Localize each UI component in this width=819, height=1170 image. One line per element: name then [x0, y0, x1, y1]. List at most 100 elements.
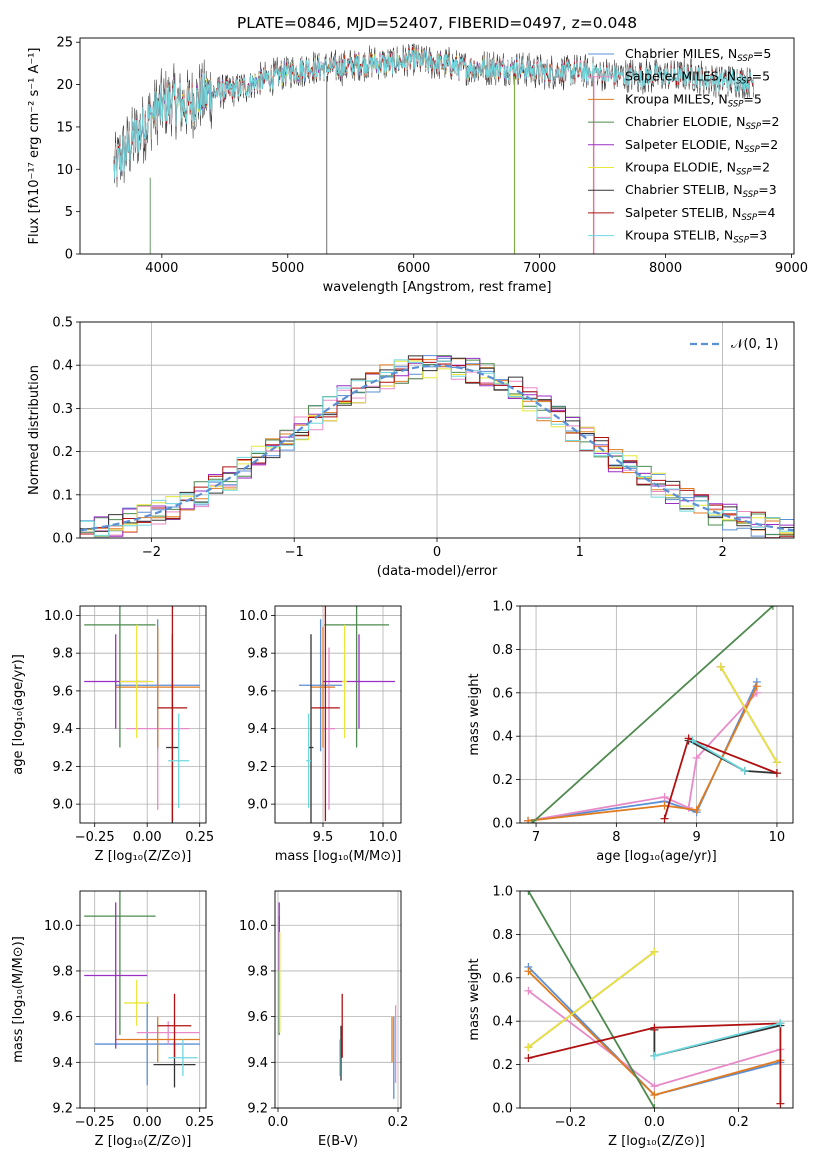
y-tick-label: 10.0	[44, 609, 73, 624]
y-tick-label: 0	[65, 248, 73, 263]
errorbar-salpeter_stelib	[157, 993, 192, 1058]
y-tick-label: 9.8	[247, 647, 268, 662]
y-tick-label: 0.0	[492, 1102, 513, 1117]
y-tick-label: 9.0	[52, 798, 73, 813]
y-tick-label: 9.6	[247, 1010, 268, 1025]
x-axis-label: wavelength [Angstrom, rest frame]	[323, 280, 552, 295]
errorbar-chabrier_stelib	[308, 634, 314, 823]
weight-marker	[524, 816, 533, 823]
spectrum-lines	[113, 43, 755, 254]
weight-marker	[772, 758, 781, 767]
errorbar-chabrier_miles	[94, 1002, 200, 1086]
y-tick-label: 9.8	[52, 964, 73, 979]
y-tick-label: 25	[56, 36, 73, 51]
y-axis-label: age [log₁₀(age/yr)]	[11, 654, 26, 775]
weight-marker	[650, 1023, 659, 1032]
weight-series-kroupa_elodie	[719, 666, 778, 763]
weight-marker	[660, 801, 669, 810]
axes-frame	[79, 605, 207, 824]
weight-series-kroupa_miles	[527, 685, 758, 822]
x-axis-label: age [log₁₀(age/yr)]	[596, 849, 717, 864]
y-tick-label: 9.8	[52, 647, 73, 662]
legend-entry: Kroupa ELODIE, NSSP=2	[625, 160, 770, 178]
weight-marker	[650, 1090, 659, 1099]
y-tick-label: 9.0	[247, 798, 268, 813]
y-tick-label: 0.0	[492, 817, 513, 832]
errorbars	[299, 606, 395, 823]
axes-frame	[79, 37, 795, 255]
y-tick-label: 1.0	[492, 600, 513, 615]
legend-subscript: SSP	[745, 122, 761, 132]
spectrum-series-kroupa_stelib	[113, 49, 755, 179]
weight_vs_z-panel: −0.2 0.0 0.2 0.0 0.2 0.4 0.6 0.8 1.0 Z [log₁₀(Z/Z…	[467, 885, 794, 1149]
weight-marker	[650, 1104, 659, 1108]
weight-marker	[716, 662, 725, 671]
y-tick-label: 10	[56, 163, 73, 178]
legend-label: Kroupa MILES, N	[625, 91, 728, 106]
age_vs_z-panel: −0.25 0.00 0.25 9.0 9.2 9.4 9.6 9.8 10.0 Z [log₁₀…	[11, 605, 214, 864]
legend-suffix: =3	[749, 228, 767, 243]
legend-suffix: =2	[761, 114, 779, 129]
errorbar-salpeter_miles	[136, 1021, 200, 1045]
legend-suffix: =2	[752, 160, 770, 175]
y-tick-label: 9.6	[52, 684, 73, 699]
weight-series-chabrier_elodie	[531, 606, 774, 823]
y-tick-label: 0.5	[52, 316, 73, 331]
x-tick-label: 10	[769, 830, 786, 845]
y-tick-label: 0.4	[492, 730, 513, 745]
x-tick-label: −0.25	[75, 1115, 115, 1130]
weight-lines	[524, 606, 781, 823]
x-tick-label: 8	[612, 830, 620, 845]
errorbar-chabrier_miles	[299, 619, 343, 752]
y-tick-label: 1.0	[492, 885, 513, 900]
y-tick-label: 9.8	[247, 964, 268, 979]
axes-frame	[79, 890, 207, 1109]
errorbars	[278, 902, 397, 1099]
weight-marker	[768, 606, 777, 610]
x-tick-label: 1	[576, 545, 584, 560]
x-axis-label: E(B-V)	[318, 1134, 358, 1149]
legend-subscript: SSP	[736, 168, 752, 178]
y-axis-label: Normed distribution	[27, 365, 42, 495]
weight-marker	[524, 967, 533, 976]
weight-marker	[688, 736, 697, 745]
legend-suffix: =2	[760, 137, 778, 152]
legend-subscript: SSP	[736, 77, 752, 87]
x-tick-label: 2	[718, 545, 726, 560]
y-tick-label: 0.3	[52, 402, 73, 417]
x-axis-label: Z [log₁₀(Z/Z⊙)]	[608, 1134, 705, 1149]
x-tick-label: 9000	[775, 261, 808, 276]
legend-subscript: SSP	[743, 190, 759, 200]
y-axis-label: Flux [fλ10⁻¹⁷ erg cm⁻² s⁻¹ A⁻¹]	[27, 48, 42, 245]
weight-marker	[772, 769, 781, 778]
y-tick-label: 9.6	[247, 684, 268, 699]
mass_vs_z-panel: −0.25 0.00 0.25 9.2 9.4 9.6 9.8 10.0 Z [log₁₀(Z/…	[11, 890, 214, 1149]
x-tick-label: 9	[693, 830, 701, 845]
legend-label: Chabrier MILES, N	[625, 46, 737, 61]
chart-title: PLATE=0846, MJD=52407, FIBERID=0497, z=0…	[237, 14, 637, 32]
errorbar-kroupa_miles	[311, 626, 335, 748]
errorbar-salpeter_elodie	[323, 634, 395, 729]
legend-suffix: =3	[758, 182, 776, 197]
errorbar-kroupa_miles	[115, 1016, 200, 1063]
mass_vs_ebv-panel: 0.0 0.2 9.2 9.4 9.6 9.8 10.0 E(B-V)	[239, 890, 409, 1149]
y-tick-label: 9.4	[247, 1056, 268, 1071]
weight-series-kroupa_stelib	[654, 1022, 781, 1057]
weight-lines	[524, 891, 785, 1108]
x-tick-label: 0.2	[388, 1115, 409, 1130]
weight-marker	[524, 1054, 533, 1063]
x-tick-label: −1	[285, 545, 304, 560]
legend-suffix: =5	[753, 46, 771, 61]
x-tick-label: 7	[532, 830, 540, 845]
x-axis-label: mass [log₁₀(M/M⊙)]	[275, 849, 402, 864]
x-tick-label: 9.5	[313, 830, 334, 845]
weight-marker	[524, 891, 533, 895]
x-tick-label: −2	[142, 545, 161, 560]
legend-subscript: SSP	[737, 54, 753, 64]
x-axis-label: (data-model)/error	[377, 564, 498, 579]
x-tick-label: 0.25	[185, 1115, 214, 1130]
weight-marker	[692, 753, 701, 762]
y-tick-label: 10.0	[239, 919, 268, 934]
